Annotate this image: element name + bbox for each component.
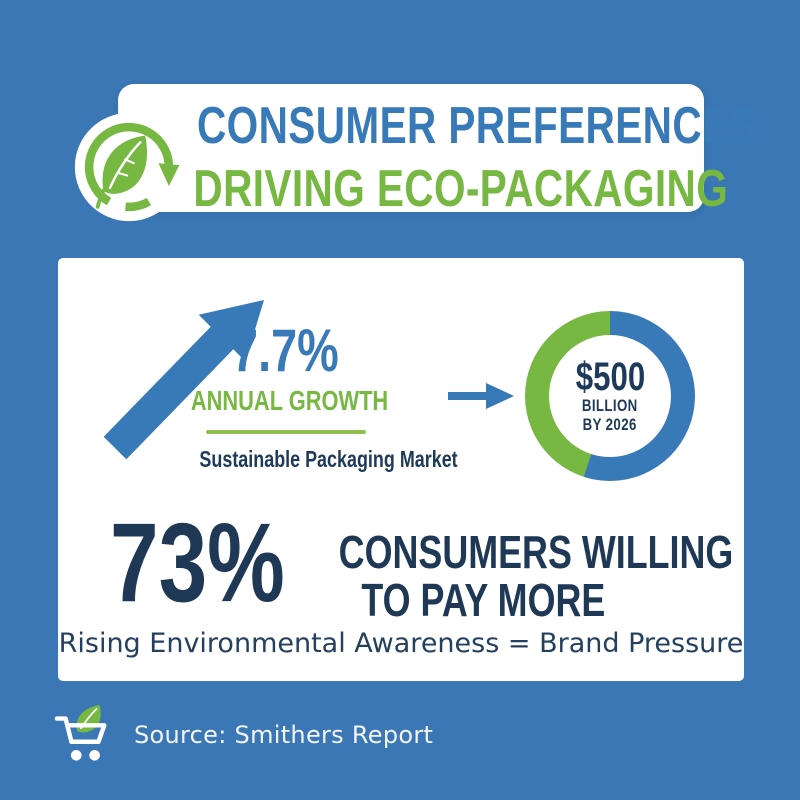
source-text: Source: Smithers Report	[134, 721, 434, 749]
stats-card: 7.7% ANNUAL GROWTH Sustainable Packaging…	[58, 258, 744, 681]
projection-timeframe: BY 2026	[582, 415, 638, 434]
title-line-2: DRIVING ECO-PACKAGING	[193, 160, 729, 218]
right-arrow-icon	[448, 383, 514, 409]
growth-value: 7.7%	[232, 317, 339, 384]
consumers-stat-label: CONSUMERS WILLING TO PAY MORE	[283, 528, 734, 626]
title-line-1: CONSUMER PREFERENCES	[196, 97, 757, 155]
leaf-recycle-icon	[74, 112, 184, 222]
growth-trend-arrow-icon	[103, 300, 264, 460]
consumers-stat-value: 73%	[110, 500, 285, 625]
growth-label: ANNUAL GROWTH	[190, 385, 389, 416]
divider	[205, 430, 366, 434]
eco-cart-icon	[54, 705, 107, 761]
consumers-label-line-1: CONSUMERS WILLING	[338, 526, 734, 578]
insight-text: Rising Environmental Awareness = Brand P…	[58, 628, 744, 659]
annual-growth-stat: 7.7% ANNUAL GROWTH Sustainable Packaging…	[163, 317, 458, 472]
footer: Source: Smithers Report	[54, 702, 433, 768]
growth-caption: Sustainable Packaging Market	[199, 446, 458, 472]
market-donut-label: $500 BILLION BY 2026	[549, 335, 671, 457]
projection-unit: BILLION	[582, 396, 638, 415]
market-donut: $500 BILLION BY 2026	[525, 311, 695, 481]
page-title: CONSUMER PREFERENCES DRIVING ECO-PACKAGI…	[118, 84, 756, 227]
projection-value: $500	[575, 355, 645, 399]
header-card: CONSUMER PREFERENCES DRIVING ECO-PACKAGI…	[74, 84, 757, 222]
consumers-label-line-2: TO PAY MORE	[361, 574, 605, 626]
